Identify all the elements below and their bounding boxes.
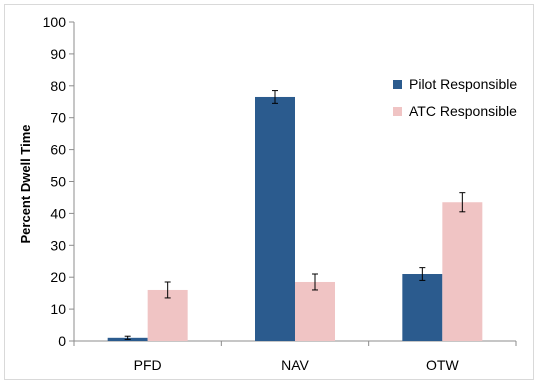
y-tick-label: 40 [50, 205, 66, 221]
legend-swatch-pilot [393, 80, 402, 89]
y-tick-label: 20 [50, 269, 66, 285]
y-tick-label: 10 [50, 301, 66, 317]
legend-label-pilot: Pilot Responsible [409, 76, 517, 92]
y-axis: 0 10 20 30 40 50 60 70 80 90 100 [43, 14, 75, 349]
bar-atc-otw [442, 202, 483, 341]
x-tick-label: PFD [134, 357, 162, 373]
error-bars [124, 90, 466, 340]
y-tick-label: 30 [50, 237, 66, 253]
y-axis-label: Percent Dwell Time [18, 125, 33, 244]
x-tick-label: OTW [426, 357, 459, 373]
y-tick-label: 0 [58, 333, 66, 349]
bar-pilot-nav [255, 96, 295, 341]
bar-atc-pfd [147, 289, 188, 341]
legend-label-atc: ATC Responsible [409, 103, 517, 119]
legend-swatch-atc [393, 107, 402, 116]
x-tick-label: NAV [281, 357, 309, 373]
bar-pilot-otw [402, 274, 443, 341]
bars [107, 96, 483, 341]
legend: Pilot Responsible ATC Responsible [393, 76, 517, 119]
y-tick-label: 100 [43, 14, 67, 30]
y-tick-label: 70 [50, 110, 66, 126]
bar-atc-nav [295, 281, 335, 341]
x-axis: PFD NAV OTW [73, 340, 517, 373]
y-tick-label: 60 [50, 142, 66, 158]
y-tick-label: 90 [50, 46, 66, 62]
y-tick-label: 80 [50, 78, 66, 94]
y-tick-label: 50 [50, 174, 66, 190]
